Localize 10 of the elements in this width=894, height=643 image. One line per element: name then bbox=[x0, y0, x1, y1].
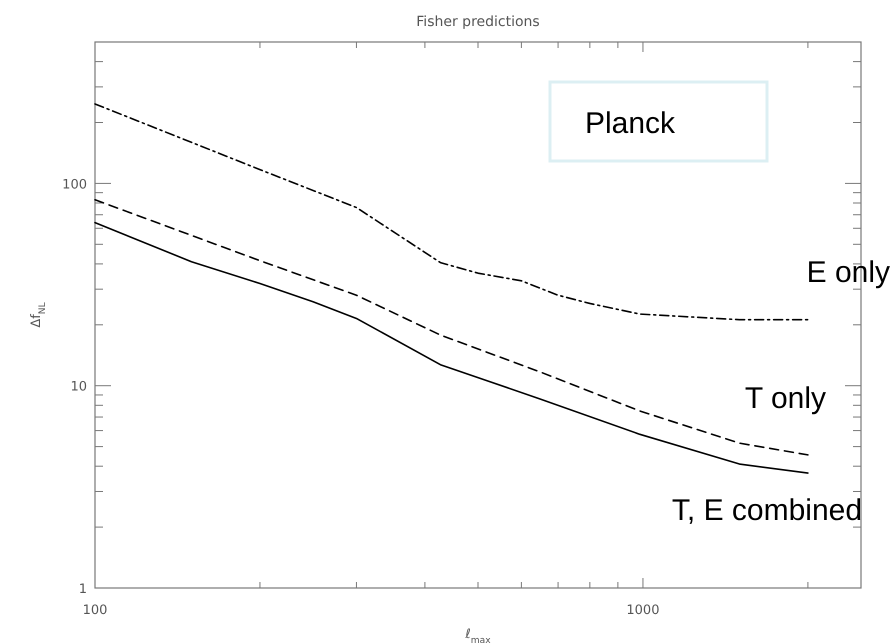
series-label: E only bbox=[806, 256, 890, 289]
chart-title: Fisher predictions bbox=[416, 14, 540, 30]
y-tick-label: 10 bbox=[70, 380, 87, 395]
y-tick-label: 1 bbox=[78, 582, 87, 597]
y-tick-label: 100 bbox=[62, 177, 87, 192]
series-label: T only bbox=[744, 382, 826, 415]
annotation: Planck bbox=[585, 107, 676, 140]
x-tick-label: 1000 bbox=[626, 603, 660, 618]
x-axis-title: ℓ$_{max}$ bbox=[464, 627, 492, 643]
series-label: T, E combined bbox=[672, 494, 862, 527]
